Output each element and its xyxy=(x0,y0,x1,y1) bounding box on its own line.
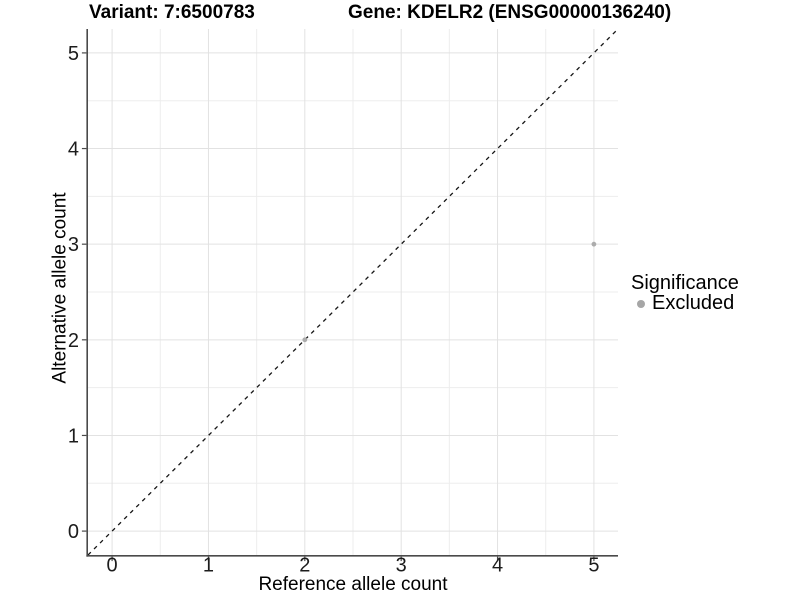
legend: Significance Excluded xyxy=(629,273,739,314)
plot-title-gene: Gene: KDELR2 (ENSG00000136240) xyxy=(348,2,672,23)
legend-title: Significance xyxy=(631,272,739,294)
data-point xyxy=(302,337,308,343)
y-tick-label: 0 xyxy=(68,521,79,543)
y-tick-label: 1 xyxy=(68,425,79,447)
x-tick-label: 5 xyxy=(588,555,599,577)
x-tick-label: 4 xyxy=(492,555,503,577)
y-tick-label: 2 xyxy=(68,330,79,352)
y-tick-label: 4 xyxy=(68,139,79,161)
legend-item-excluded: Excluded xyxy=(629,293,739,314)
x-tick-label: 3 xyxy=(396,555,407,577)
x-tick-label: 1 xyxy=(203,555,214,577)
x-axis-title: Reference allele count xyxy=(258,574,448,595)
x-tick-label: 2 xyxy=(299,555,310,577)
y-tick-label: 5 xyxy=(68,43,79,65)
excluded-point-icon xyxy=(637,299,645,308)
identity-line xyxy=(87,28,619,556)
legend-item-label: Excluded xyxy=(652,292,735,314)
plot-title-variant: Variant: 7:6500783 xyxy=(89,2,255,23)
y-axis-title: Alternative allele count xyxy=(49,192,71,384)
data-point xyxy=(591,241,597,247)
y-tick-label: 3 xyxy=(68,234,79,256)
x-tick-label: 0 xyxy=(107,555,118,577)
